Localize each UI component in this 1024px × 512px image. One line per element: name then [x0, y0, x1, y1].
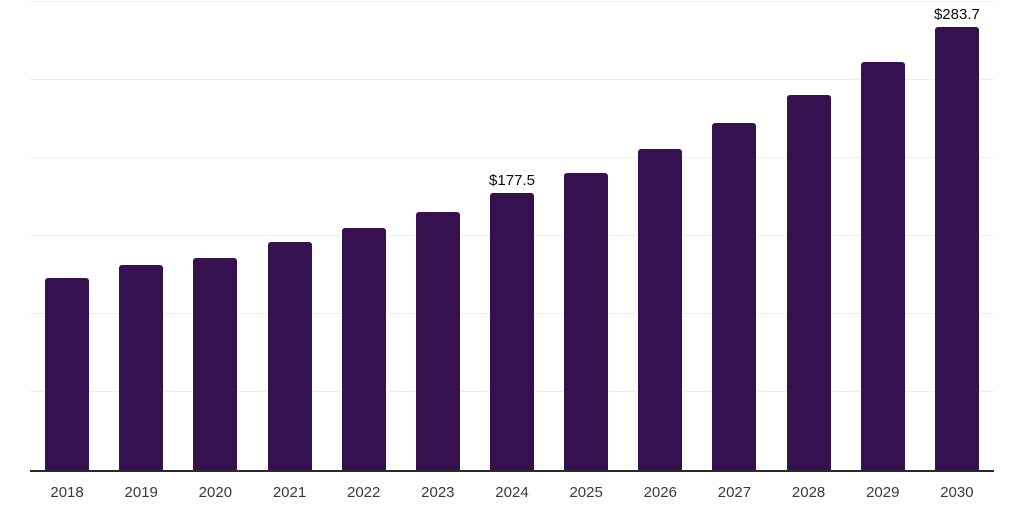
bar-column — [104, 2, 178, 470]
bar-value-label: $283.7 — [933, 6, 980, 24]
gridline — [30, 79, 994, 80]
bar-2026 — [638, 148, 683, 470]
gridline — [30, 1, 994, 2]
x-tick-label: 2019 — [124, 484, 158, 501]
bar-2024 — [489, 193, 534, 470]
bar-column — [327, 2, 401, 470]
x-tick-label: 2029 — [866, 484, 900, 501]
x-tick-label: 2026 — [643, 484, 677, 501]
bar-column — [623, 2, 697, 470]
bar-column — [549, 2, 623, 470]
bar-column — [697, 2, 771, 470]
bar-2019 — [119, 265, 164, 470]
x-tick-label: 2020 — [198, 484, 233, 501]
x-tick-label: 2023 — [421, 484, 455, 501]
bar-2028 — [786, 94, 831, 470]
x-tick-label: 2021 — [272, 484, 307, 501]
x-axis: 2018 2019 2020 2021 2022 2023 2024 2025 2026 2027… — [30, 484, 994, 504]
bar-2022 — [341, 228, 386, 470]
bar-2029 — [860, 62, 905, 470]
gridline — [30, 157, 994, 159]
bar-column — [846, 2, 920, 470]
bar-2030 — [934, 27, 979, 470]
bar-column — [30, 2, 104, 470]
bar-2025 — [564, 172, 609, 470]
bar-column — [401, 2, 475, 470]
x-tick-label: 2028 — [791, 484, 826, 501]
bar-column: $177.5 — [475, 2, 549, 470]
bar-column: $283.7 — [920, 2, 994, 470]
bar-2023 — [415, 211, 460, 470]
x-tick-label: 2027 — [717, 484, 752, 501]
bar-2027 — [712, 123, 757, 470]
bar-2021 — [267, 241, 312, 470]
x-tick-label: 2030 — [940, 484, 974, 501]
bar-column — [252, 2, 326, 470]
x-tick-label: 2022 — [346, 484, 381, 501]
bar-2020 — [193, 257, 238, 470]
bar-2018 — [45, 277, 90, 470]
bar-column — [772, 2, 846, 470]
plot-area: $177.5 $283.7 — [30, 1, 994, 472]
bar-column — [178, 2, 252, 470]
x-tick-label: 2025 — [569, 484, 603, 501]
bar-value-label: $177.5 — [489, 172, 535, 190]
x-tick-label: 2024 — [495, 484, 529, 501]
x-tick-label: 2018 — [50, 484, 84, 501]
